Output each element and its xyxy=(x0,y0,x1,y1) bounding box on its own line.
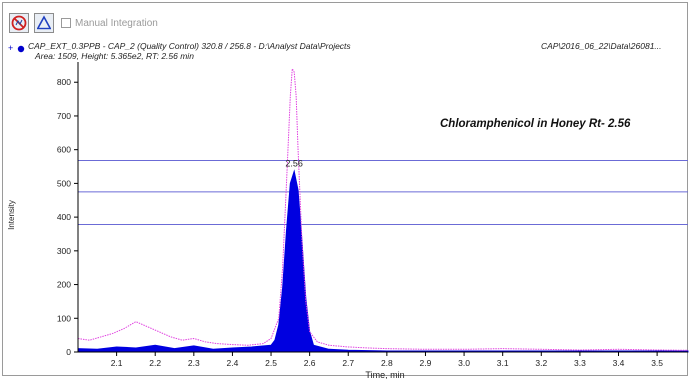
x-tick-label: 2.4 xyxy=(227,358,239,368)
y-tick-label: 100 xyxy=(57,313,71,323)
y-tick-label: 600 xyxy=(57,145,71,155)
sample-peak-area xyxy=(77,169,689,353)
x-tick-label: 2.7 xyxy=(342,358,354,368)
x-tick-label: 3.0 xyxy=(458,358,470,368)
x-tick-label: 2.6 xyxy=(304,358,316,368)
y-tick-label: 700 xyxy=(57,111,71,121)
toolbar: Manual Integration xyxy=(9,12,158,34)
x-tick-label: 2.8 xyxy=(381,358,393,368)
x-tick-label: 3.2 xyxy=(535,358,547,368)
data-path-right: CAP\2016_06_22\Data\26081... xyxy=(541,41,662,51)
peak-stats-line: Area: 1509, Height: 5.365e2, RT: 2.56 mi… xyxy=(35,51,194,61)
manual-integration-checkbox[interactable] xyxy=(61,18,71,28)
x-tick-label: 2.2 xyxy=(149,358,161,368)
x-tick-label: 2.5 xyxy=(265,358,277,368)
baseline-peak-icon xyxy=(37,15,51,30)
y-tick-label: 200 xyxy=(57,280,71,290)
x-tick-label: 3.3 xyxy=(574,358,586,368)
y-tick-label: 500 xyxy=(57,178,71,188)
x-tick-label: 3.4 xyxy=(613,358,625,368)
x-tick-label: 2.3 xyxy=(188,358,200,368)
x-tick-label: 3.1 xyxy=(497,358,509,368)
x-tick-label: 2.1 xyxy=(111,358,123,368)
y-tick-label: 800 xyxy=(57,77,71,87)
series-marker-plus: + xyxy=(8,43,14,53)
y-tick-label: 0 xyxy=(66,347,71,357)
baseline-peak-button[interactable] xyxy=(34,13,54,33)
x-tick-label: 3.5 xyxy=(651,358,663,368)
y-tick-label: 300 xyxy=(57,246,71,256)
peak-rt-label: 2.56 xyxy=(285,158,303,168)
x-tick-label: 2.9 xyxy=(420,358,432,368)
series-dot-icon xyxy=(17,45,25,53)
y-tick-label: 400 xyxy=(57,212,71,222)
disable-icon xyxy=(11,15,27,31)
y-axis-label: Intensity xyxy=(7,200,16,230)
sample-info-line: CAP_EXT_0.3PPB - CAP_2 (Quality Control)… xyxy=(28,41,351,51)
x-axis-label: Time, min xyxy=(365,370,404,379)
chart-title: Chloramphenicol in Honey Rt- 2.56 xyxy=(440,118,631,130)
overlay-trace-line xyxy=(77,67,689,351)
manual-integration-label: Manual Integration xyxy=(75,17,158,29)
chromatogram-window: Manual Integration + CAP_EXT_0.3PPB - CA… xyxy=(2,2,688,376)
disable-button[interactable] xyxy=(9,13,29,33)
